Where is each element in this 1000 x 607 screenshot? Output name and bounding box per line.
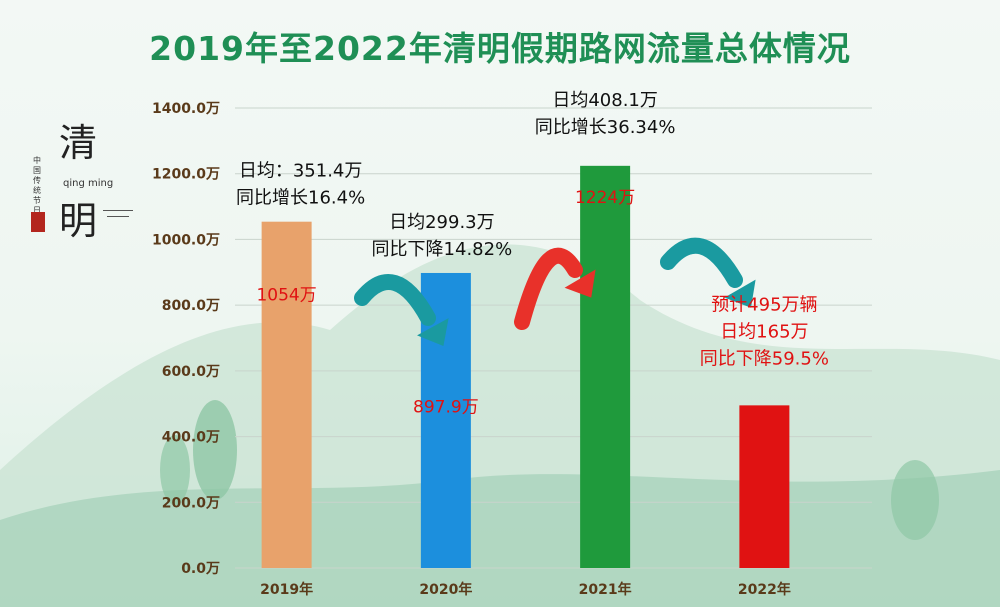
- x-tick-label: 2022年: [738, 581, 791, 598]
- bar: [261, 221, 312, 568]
- logo-char-qing: 清: [59, 121, 98, 165]
- qingming-logo: 清 中国传统节日 qing ming 明: [25, 112, 135, 243]
- x-tick-label: 2021年: [579, 581, 632, 598]
- y-tick-label: 400.0万: [162, 430, 220, 446]
- annotation-text: 日均408.1万: [552, 90, 658, 111]
- logo-line-1: [103, 210, 133, 211]
- annotation-text: 同比增长16.4%: [236, 188, 365, 209]
- data-label: 1224万: [575, 188, 635, 208]
- tree: [891, 460, 939, 540]
- annotation-text: 预计495万辆: [711, 294, 817, 315]
- y-tick-label: 0.0万: [181, 561, 220, 577]
- y-tick-label: 1400.0万: [152, 101, 220, 117]
- bar: [739, 405, 790, 568]
- trend-arrows: [354, 237, 756, 347]
- tree: [160, 435, 190, 505]
- logo-seal: [31, 212, 45, 232]
- bar: [580, 165, 631, 569]
- annotation-text: 日均299.3万: [389, 212, 495, 233]
- y-tick-label: 600.0万: [162, 364, 220, 380]
- x-tick-label: 2020年: [419, 581, 472, 598]
- annotation-text: 同比增长36.34%: [535, 117, 676, 138]
- x-tick-label: 2019年: [260, 581, 313, 598]
- logo-line-2: [107, 216, 129, 217]
- labels: 0.0万 200.0万 400.0万 600.0万 800.0万 1000.0万 1200.…: [152, 90, 829, 598]
- logo-vertical-text: 中国传统节日: [33, 156, 41, 215]
- arrow-increase-2021-head: [564, 269, 596, 298]
- arrow-decrease-2020-head: [417, 318, 449, 347]
- annotation-text: 同比下降59.5%: [700, 348, 829, 369]
- y-tick-label: 800.0万: [162, 298, 220, 314]
- annotation-text: 日均：351.4万: [239, 161, 363, 182]
- y-tick-label: 200.0万: [162, 495, 220, 511]
- y-tick-label: 1000.0万: [152, 232, 220, 248]
- data-label: 897.9万: [413, 397, 479, 417]
- background-scenery: [0, 244, 1000, 607]
- logo-char-ming: 明: [59, 199, 98, 243]
- logo-pinyin: qing ming: [63, 178, 114, 189]
- data-label: 1054万: [256, 286, 316, 306]
- arrow-increase-2021-shaft: [514, 247, 583, 330]
- arrow-decrease-2022-head: [724, 279, 756, 308]
- annotation-text: 日均165万: [720, 321, 808, 342]
- annotation-text: 同比下降14.82%: [372, 239, 513, 260]
- tree: [193, 400, 237, 500]
- arrow-decrease-2020-shaft: [354, 274, 436, 326]
- chart-title: 2019年至2022年清明假期路网流量总体情况: [149, 29, 851, 68]
- arrow-decrease-2022-shaft: [660, 237, 743, 288]
- y-tick-label: 1200.0万: [152, 167, 220, 183]
